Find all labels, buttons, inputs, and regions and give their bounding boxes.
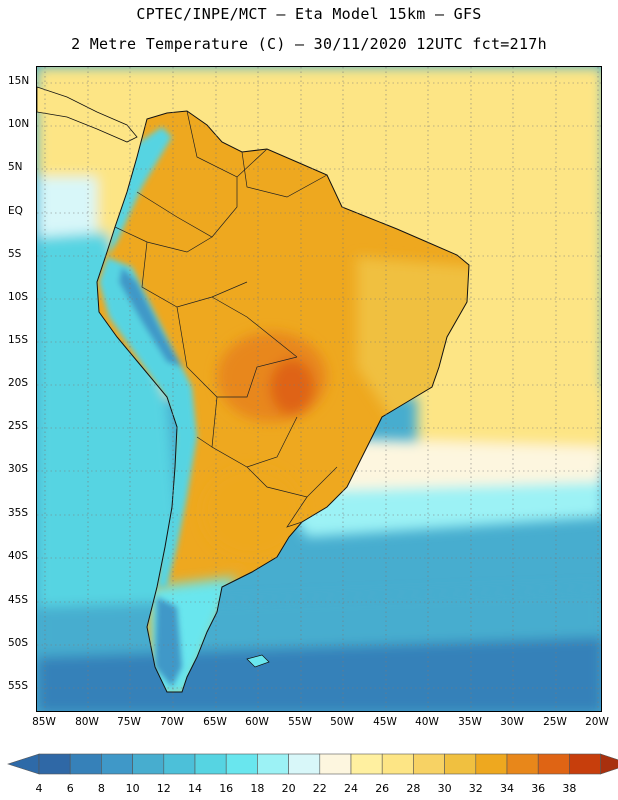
country-border-line xyxy=(114,226,213,253)
lat-label-10s: 10S xyxy=(8,291,29,303)
high-andes xyxy=(119,267,182,367)
colorbar-segment xyxy=(381,753,414,775)
colorbar-segment xyxy=(350,753,383,775)
colorbar-label: 24 xyxy=(344,782,358,795)
lon-label-45w: 45W xyxy=(373,716,397,728)
colorbar-label: 6 xyxy=(66,782,74,795)
colorbar-high-arrow xyxy=(600,753,618,775)
colorbar-low-arrow xyxy=(7,753,40,775)
country-border-line xyxy=(196,436,213,448)
lon-label-70w: 70W xyxy=(160,716,184,728)
lat-label-eq: EQ xyxy=(8,205,23,217)
lon-label-40w: 40W xyxy=(415,716,439,728)
country-borders xyxy=(114,110,338,668)
colorbar-label: 34 xyxy=(500,782,514,795)
colorbar-label: 10 xyxy=(125,782,140,795)
colorbar-segment xyxy=(506,753,539,775)
colorbar-segment xyxy=(69,753,102,775)
lat-label-50s: 50S xyxy=(8,637,29,649)
lat-label-15n: 15N xyxy=(8,75,30,87)
colorbar-label: 28 xyxy=(406,782,421,795)
lon-label-60w: 60W xyxy=(245,716,269,728)
colorbar-segment xyxy=(475,753,508,775)
lat-label-45s: 45S xyxy=(8,594,29,606)
colorbar-segment xyxy=(194,753,227,775)
colorbar-segment xyxy=(569,753,601,775)
colorbar-segment xyxy=(537,753,570,775)
lon-label-85w: 85W xyxy=(32,716,56,728)
colorbar-label: 36 xyxy=(531,782,546,795)
falkland-islands xyxy=(246,654,270,668)
lon-label-35w: 35W xyxy=(458,716,482,728)
pacific-zone xyxy=(37,232,187,627)
pacific-north-zone xyxy=(37,177,97,247)
map-title-line2: 2 Metre Temperature (C) – 30/11/2020 12U… xyxy=(71,35,547,53)
colorbar-segment xyxy=(257,753,289,775)
lon-label-75w: 75W xyxy=(117,716,141,728)
lon-label-25w: 25W xyxy=(543,716,567,728)
colorbar-label: 20 xyxy=(281,782,296,795)
colorbar-label: 14 xyxy=(188,782,202,795)
central-america-land xyxy=(37,86,138,143)
colorbar-label: 22 xyxy=(312,782,327,795)
lat-label-10n: 10N xyxy=(8,118,30,130)
colorbar-label: 16 xyxy=(219,782,234,795)
colorbar-label: 4 xyxy=(35,782,43,795)
colorbar-label: 26 xyxy=(375,782,390,795)
colorbar-label: 18 xyxy=(250,782,265,795)
country-border-line xyxy=(286,496,308,528)
lat-label-20s: 20S xyxy=(8,377,29,389)
country-border-line xyxy=(241,151,328,198)
color-scale-bar xyxy=(7,753,618,775)
lat-label-25s: 25S xyxy=(8,420,29,432)
country-border-line xyxy=(246,466,338,498)
hottest-zone xyxy=(270,359,314,415)
colorbar-segment xyxy=(163,753,196,775)
atlantic-cool-band xyxy=(277,482,601,537)
southern-andes xyxy=(155,597,182,687)
colorbar-label: 38 xyxy=(562,782,577,795)
country-border-line xyxy=(211,296,298,358)
lat-label-30s: 30S xyxy=(8,463,29,475)
lat-label-5s: 5S xyxy=(8,248,22,260)
lon-label-65w: 65W xyxy=(203,716,227,728)
lat-label-5n: 5N xyxy=(8,161,23,173)
lon-label-80w: 80W xyxy=(75,716,99,728)
colorbar-segment xyxy=(225,753,258,775)
lon-label-55w: 55W xyxy=(288,716,312,728)
temperature-map xyxy=(36,66,602,712)
colorbar-segment xyxy=(38,753,71,775)
lon-label-30w: 30W xyxy=(500,716,524,728)
lat-label-55s: 55S xyxy=(8,680,29,692)
colorbar-label: 32 xyxy=(468,782,483,795)
country-border-line xyxy=(186,110,268,178)
atlantic-mild-band xyxy=(287,437,601,497)
lat-label-35s: 35S xyxy=(8,507,29,519)
country-border-line xyxy=(176,306,298,398)
colorbar-segment xyxy=(413,753,445,775)
colorbar-segment xyxy=(132,753,165,775)
lat-label-15s: 15S xyxy=(8,334,29,346)
northern-andes xyxy=(107,127,172,257)
lon-label-50w: 50W xyxy=(330,716,354,728)
colorbar-label: 12 xyxy=(156,782,171,795)
colorbar-segment xyxy=(288,753,321,775)
colorbar-label: 8 xyxy=(97,782,105,795)
colorbar-label: 30 xyxy=(437,782,452,795)
lon-label-20w: 20W xyxy=(585,716,609,728)
lat-label-40s: 40S xyxy=(8,550,29,562)
south-america-coastline xyxy=(96,110,470,693)
colorbar-segment xyxy=(319,753,352,775)
temperature-map-canvas xyxy=(37,67,601,711)
map-title-line1: CPTEC/INPE/MCT – Eta Model 15km – GFS xyxy=(136,5,482,23)
colorbar-segment xyxy=(444,753,477,775)
colorbar-segment xyxy=(101,753,133,775)
